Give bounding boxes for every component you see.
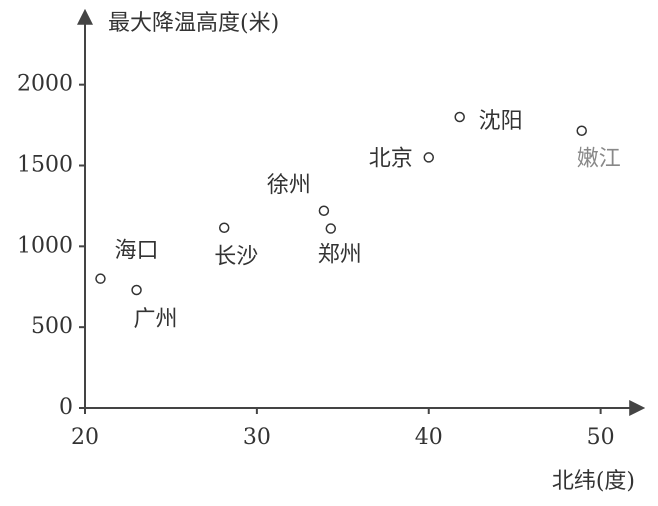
x-tick-label: 50 xyxy=(587,425,615,450)
point-label: 海口 xyxy=(114,239,158,264)
point-label: 嫩江 xyxy=(577,147,621,172)
point-label: 北京 xyxy=(369,146,413,171)
point xyxy=(218,222,230,233)
y-tick-label: 0 xyxy=(59,395,73,420)
y-tick-label: 2000 xyxy=(17,72,73,97)
y-tick-label: 1000 xyxy=(17,233,73,258)
point-label: 徐州 xyxy=(267,173,311,198)
x-tick-label: 40 xyxy=(415,425,443,450)
point xyxy=(325,223,337,234)
point-label: 广州 xyxy=(134,307,178,332)
x-axis-label: 北纬(度) xyxy=(552,469,635,494)
point-label: 沈阳 xyxy=(479,109,523,134)
point xyxy=(131,284,142,296)
point xyxy=(423,152,434,163)
y-tick-label: 500 xyxy=(31,314,73,339)
x-tick-label: 20 xyxy=(71,425,99,450)
y-tick-label: 1500 xyxy=(17,153,73,178)
point-label: 长沙 xyxy=(214,245,258,270)
point xyxy=(454,111,465,123)
y-axis-label: 最大降温高度(米) xyxy=(108,11,279,36)
point-label: 郑州 xyxy=(318,243,362,268)
x-tick-label: 30 xyxy=(243,425,271,450)
point xyxy=(318,205,330,217)
point xyxy=(576,125,587,136)
point xyxy=(95,273,106,284)
